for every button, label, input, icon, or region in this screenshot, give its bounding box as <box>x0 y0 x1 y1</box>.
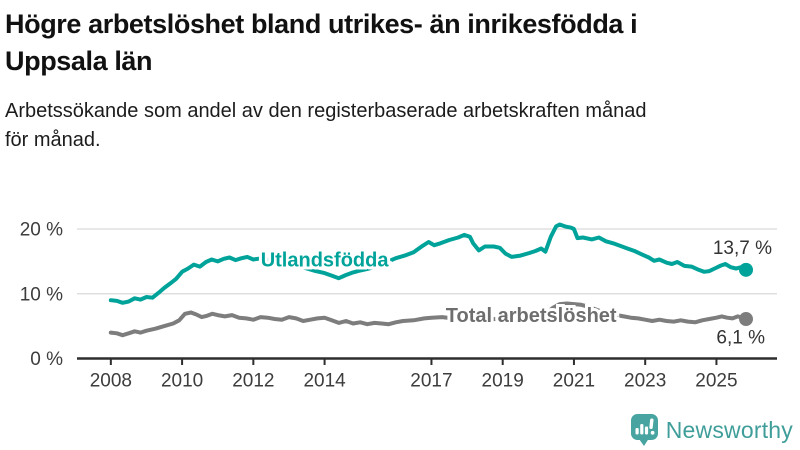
series-end-dot-1 <box>739 312 754 327</box>
series-line-0 <box>108 222 748 305</box>
x-axis-tick-label: 2025 <box>695 371 737 392</box>
chart-canvas: 0 % 10 % 20 % 2008 2010 2012 2014 2017 2019 2021 2… <box>20 220 777 392</box>
series-label-0: Utlandsfödda <box>261 249 390 271</box>
x-axis-tick-label: 2008 <box>90 371 132 392</box>
x-axis-tick-label: 2019 <box>482 371 524 392</box>
subtitle-line-1: Arbetssökande som andel av den registerb… <box>5 100 647 122</box>
brand-name: Newsworthy <box>665 416 793 443</box>
newsworthy-logo: Newsworthy <box>630 413 793 447</box>
line-chart: 0 % 10 % 20 % 2008 2010 2012 2014 2017 2019 2021 2… <box>0 200 800 400</box>
series-label-1: Total arbetslöshet <box>446 305 617 327</box>
y-axis-tick-label: 0 % <box>30 349 63 370</box>
series-line-1 <box>108 301 748 338</box>
bar-chart-speech-bubble-icon <box>630 414 658 446</box>
y-axis-tick-label: 10 % <box>20 284 63 305</box>
x-axis-tick-label: 2012 <box>232 371 274 392</box>
y-axis-tick-label: 20 % <box>20 220 63 241</box>
page-title: Högre arbetslöshet bland utrikes- än inr… <box>0 0 800 80</box>
title-line-1: Högre arbetslöshet bland utrikes- än inr… <box>5 9 638 39</box>
chart-subtitle: Arbetssökande som andel av den registerb… <box>5 97 792 155</box>
x-axis-tick-label: 2010 <box>161 371 203 392</box>
series-end-label-0: 13,7 % <box>713 238 772 259</box>
x-axis-tick-label: 2017 <box>410 371 452 392</box>
title-line-2: Uppsala län <box>5 46 153 76</box>
series-end-dot-0 <box>739 262 754 277</box>
x-axis-tick-label: 2014 <box>303 371 346 392</box>
series-end-label-1: 6,1 % <box>716 328 765 349</box>
x-axis-tick-label: 2021 <box>553 371 595 392</box>
subtitle-line-2: för månad. <box>5 129 101 151</box>
x-axis-tick-label: 2023 <box>624 371 666 392</box>
